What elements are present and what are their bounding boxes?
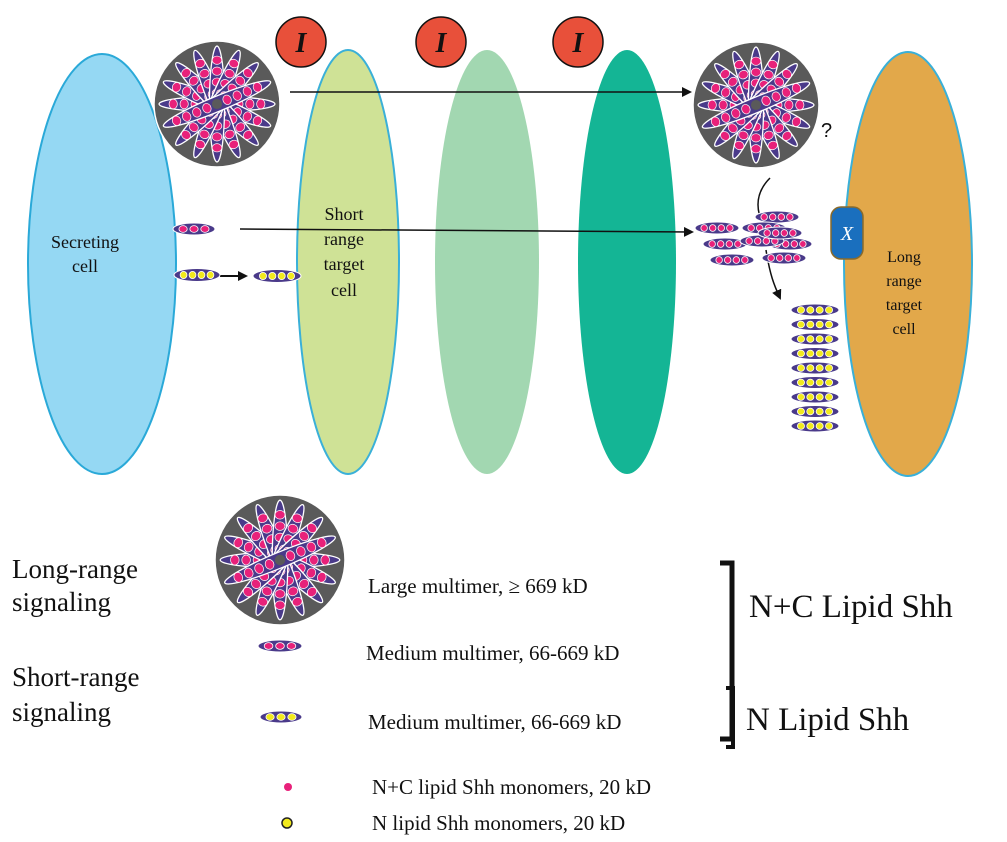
- short-range-label-line-4: cell: [331, 280, 357, 300]
- n-lipid-multimer-stack-item: [790, 318, 840, 331]
- large-multimer-label: Large multimer, ≥ 669 kD: [368, 574, 588, 598]
- long-range-label-line-2: range: [886, 273, 922, 290]
- legend-medium-multimer-nc-icon: [257, 639, 303, 653]
- n-lipid-multimer-secreted: [173, 268, 221, 282]
- medium-multimer-secreted: [172, 222, 216, 236]
- n-lipid-multimer-stack-item: [790, 419, 840, 433]
- long-range-signaling-line-1: Long-range: [12, 554, 138, 584]
- medium-multimer-group: [172, 210, 813, 653]
- n-lipid-multimer-stack-item: [790, 347, 840, 360]
- n-lipid-bracket: [726, 686, 735, 749]
- n-lipid-multimer-stack-item: [790, 303, 840, 317]
- short-range-cell-label: Short range target cell: [324, 204, 365, 300]
- n-lipid-multimer-group: [173, 268, 840, 724]
- medium-multimer-cluster-item: [757, 226, 803, 240]
- short-range-label-line-1: Short: [324, 204, 363, 224]
- medium-multimer-cluster-item: [754, 210, 800, 224]
- long-range-label-line-3: target: [886, 297, 923, 314]
- short-range-signaling-line-1: Short-range: [12, 662, 139, 692]
- large-multimer-secreted: [153, 40, 281, 168]
- inhibitor-3: I: [552, 16, 604, 68]
- n-lipid-multimer-stack-item: [790, 376, 840, 389]
- n-monomer-label: N lipid Shh monomers, 20 kD: [372, 811, 625, 835]
- long-range-signaling-line-2: signaling: [12, 587, 111, 617]
- legend-monomer-glyphs: [281, 783, 293, 829]
- long-range-label-line-1: Long: [887, 249, 921, 266]
- secreting-label-line-1: Secreting: [51, 232, 119, 252]
- large-multimer-arriving: [692, 41, 820, 169]
- inhibitor-1: I: [275, 16, 327, 68]
- secreting-cell: [27, 53, 177, 475]
- legend-n-multimer-icon: [259, 710, 303, 724]
- secreting-label-line-2: cell: [72, 256, 98, 276]
- secreting-cell-label: Secreting cell: [51, 232, 119, 276]
- medium-multimer-arrow: [239, 226, 694, 237]
- receptor-label: X: [840, 223, 854, 245]
- n-lipid-shh-label: N Lipid Shh: [746, 702, 910, 738]
- short-range-signaling-line-2: signaling: [12, 697, 111, 727]
- n-lipid-multimer-stack-item: [790, 332, 840, 346]
- large-multimer-group: [153, 40, 820, 626]
- n-lipid-multimer-received: [252, 269, 302, 283]
- inhibitor-label: I: [435, 28, 448, 59]
- short-range-label-line-2: range: [324, 229, 364, 249]
- teal-cell: [578, 50, 676, 474]
- nc-lipid-shh-label: N+C Lipid Shh: [749, 589, 953, 625]
- receptor-x: X: [830, 206, 864, 260]
- inhibitor-label: I: [572, 28, 585, 59]
- short-range-label-line-3: target: [324, 254, 365, 274]
- intermediate-cell: [435, 50, 539, 474]
- n-lipid-multimer-stack-item: [790, 390, 840, 404]
- question-mark: ?: [821, 120, 832, 142]
- inhibitor-2: I: [415, 16, 467, 68]
- medium-multimer-nc-label: Medium multimer, 66-669 kD: [366, 641, 619, 665]
- nc-lipid-bracket: [720, 560, 735, 742]
- legend-n-monomer-dot: [281, 817, 293, 829]
- long-range-cell-label: Long range target cell: [886, 249, 923, 338]
- long-range-target-cell: [843, 51, 973, 477]
- short-range-target-cell: [296, 49, 400, 475]
- n-lipid-multimer-stack-item: [790, 361, 840, 375]
- medium-multimer-cluster-item: [709, 253, 755, 267]
- medium-multimer-cluster-item: [694, 221, 740, 235]
- long-range-label-line-4: cell: [892, 321, 916, 338]
- medium-multimer-cluster-item: [739, 234, 785, 248]
- medium-multimer-cluster-item: [761, 251, 807, 265]
- legend-nc-monomer-dot: [284, 783, 292, 791]
- medium-multimer-cluster-item: [702, 237, 748, 251]
- medium-multimer-n-label: Medium multimer, 66-669 kD: [368, 710, 621, 734]
- nc-monomer-label: N+C lipid Shh monomers, 20 kD: [372, 775, 651, 799]
- n-lipid-multimer-stack-item: [790, 405, 840, 418]
- inhibitor-label: I: [295, 28, 308, 59]
- legend-large-multimer-icon: [214, 494, 346, 626]
